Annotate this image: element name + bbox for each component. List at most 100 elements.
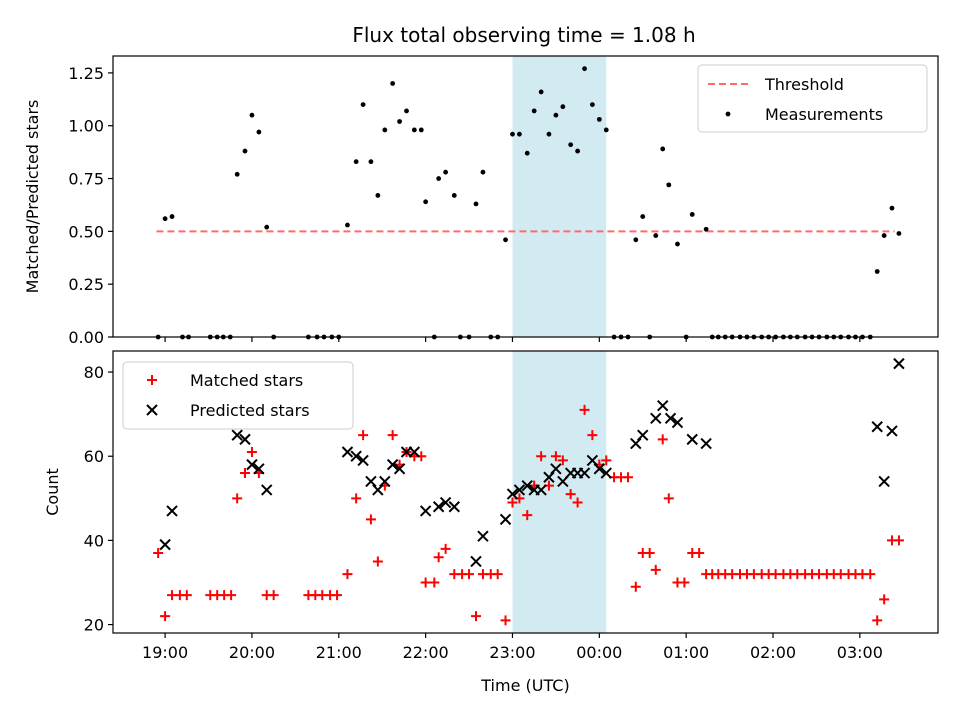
matched-star-point bbox=[565, 489, 576, 500]
data-point bbox=[653, 233, 659, 238]
matched-star-point bbox=[153, 548, 164, 559]
x-axis-label: Time (UTC) bbox=[480, 676, 569, 695]
predicted-star-point bbox=[379, 475, 391, 488]
predicted-star-point bbox=[261, 484, 273, 496]
data-point bbox=[881, 233, 887, 238]
matched-star-point bbox=[181, 590, 192, 601]
matched-star-point bbox=[268, 590, 279, 601]
matched-star-point bbox=[226, 590, 237, 601]
matched-star-point bbox=[865, 569, 876, 580]
matched-star-point bbox=[657, 434, 668, 445]
predicted-star-point bbox=[521, 479, 533, 492]
data-point bbox=[451, 193, 457, 198]
matched-star-point bbox=[694, 548, 705, 559]
predicted-star-point bbox=[231, 429, 243, 441]
matched-star-point bbox=[893, 535, 904, 546]
y-tick-label: 1.00 bbox=[68, 117, 104, 136]
x-tick-label: 23:00 bbox=[489, 643, 535, 662]
x-tick-label: 21:00 bbox=[316, 643, 362, 662]
data-point bbox=[633, 237, 639, 243]
data-point bbox=[473, 201, 479, 207]
predicted-star-point bbox=[432, 501, 445, 513]
predicted-star-point bbox=[386, 458, 399, 471]
matched-star-point bbox=[872, 615, 883, 626]
ratio-panel: 0.00 0.25 0.50 0.75 1.00 1.25 Matched/Predicte… bbox=[23, 55, 939, 347]
data-point bbox=[546, 131, 552, 137]
data-point bbox=[375, 193, 381, 198]
series-predicted-stars bbox=[159, 357, 905, 568]
matched-star-point bbox=[587, 430, 598, 441]
data-point bbox=[896, 231, 902, 236]
predicted-star-point bbox=[657, 400, 669, 412]
x-tick-label: 00:00 bbox=[576, 643, 622, 662]
y-tick-label: 40 bbox=[84, 531, 104, 550]
data-point bbox=[560, 104, 566, 110]
predicted-star-point bbox=[506, 488, 519, 500]
data-point bbox=[411, 127, 417, 133]
predicted-star-point bbox=[246, 458, 258, 471]
data-point bbox=[353, 159, 359, 165]
predicted-star-point bbox=[686, 433, 698, 446]
predicted-star-point bbox=[593, 463, 606, 475]
data-point bbox=[874, 269, 880, 274]
predicted-star-point bbox=[477, 530, 489, 542]
data-point bbox=[889, 205, 895, 211]
data-point bbox=[234, 171, 240, 177]
legend-matched-swatch bbox=[147, 375, 157, 385]
data-point bbox=[443, 169, 449, 175]
plot-frame bbox=[112, 55, 939, 338]
matched-star-point bbox=[160, 611, 171, 622]
plot-frame bbox=[112, 350, 939, 634]
data-point bbox=[480, 169, 486, 175]
matched-star-point bbox=[663, 493, 674, 504]
predicted-star-point bbox=[550, 463, 562, 475]
data-point bbox=[582, 66, 587, 72]
matched-star-point bbox=[342, 569, 353, 580]
predicted-star-point bbox=[700, 437, 712, 450]
matched-star-point bbox=[387, 430, 398, 441]
matched-star-point bbox=[601, 455, 612, 466]
predicted-star-point bbox=[664, 412, 677, 425]
predicted-star-point bbox=[513, 484, 526, 496]
data-point bbox=[510, 131, 515, 137]
predicted-star-point bbox=[341, 446, 354, 458]
matched-star-point bbox=[332, 590, 343, 601]
matched-star-point bbox=[240, 468, 250, 479]
matched-star-point bbox=[572, 497, 583, 508]
data-point bbox=[538, 89, 544, 95]
y-tick-label: 80 bbox=[84, 363, 104, 382]
series-matched-stars bbox=[153, 404, 904, 626]
predicted-star-point bbox=[578, 467, 591, 479]
data-point bbox=[503, 237, 508, 243]
data-point bbox=[390, 81, 396, 86]
legend-box bbox=[122, 361, 354, 430]
predicted-star-point bbox=[350, 450, 362, 462]
data-point bbox=[242, 148, 248, 154]
predicted-star-point bbox=[543, 471, 555, 483]
matched-star-point bbox=[433, 552, 444, 563]
predicted-star-point bbox=[372, 484, 384, 496]
predicted-star-point bbox=[586, 454, 599, 467]
matched-star-point bbox=[358, 430, 369, 441]
data-point bbox=[404, 108, 409, 114]
predicted-star-point bbox=[470, 555, 482, 568]
predicted-star-point bbox=[408, 446, 421, 458]
legend-matched-label: Matched stars bbox=[190, 371, 303, 390]
data-point bbox=[264, 224, 270, 230]
y-tick-label: 0.50 bbox=[68, 222, 104, 241]
y-tick-label: 0.25 bbox=[68, 275, 104, 294]
y-tick-label: 60 bbox=[84, 447, 104, 466]
data-point bbox=[345, 222, 350, 228]
data-point bbox=[703, 226, 709, 232]
predicted-star-point bbox=[253, 463, 265, 475]
predicted-star-point bbox=[878, 475, 890, 488]
data-point bbox=[666, 182, 672, 188]
legend-predicted-swatch bbox=[146, 404, 158, 416]
matched-star-point bbox=[536, 451, 547, 462]
legend-measurement-swatch bbox=[725, 111, 731, 117]
count-panel: 20 40 60 80 19:00 20:00 21:00 22:00 23:00 00:00 01… bbox=[43, 350, 939, 695]
x-tick-label: 02:00 bbox=[750, 643, 796, 662]
predicted-star-point bbox=[499, 513, 512, 526]
x-tick-label: 20:00 bbox=[229, 643, 275, 662]
